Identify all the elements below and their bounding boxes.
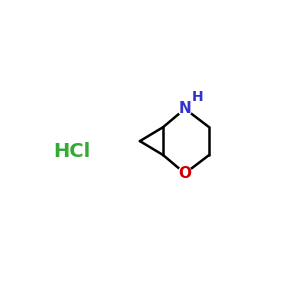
Circle shape bbox=[178, 102, 192, 116]
Circle shape bbox=[178, 167, 192, 180]
Text: HCl: HCl bbox=[53, 142, 90, 161]
Text: H: H bbox=[192, 90, 203, 104]
Text: O: O bbox=[178, 166, 191, 181]
Text: N: N bbox=[178, 101, 191, 116]
